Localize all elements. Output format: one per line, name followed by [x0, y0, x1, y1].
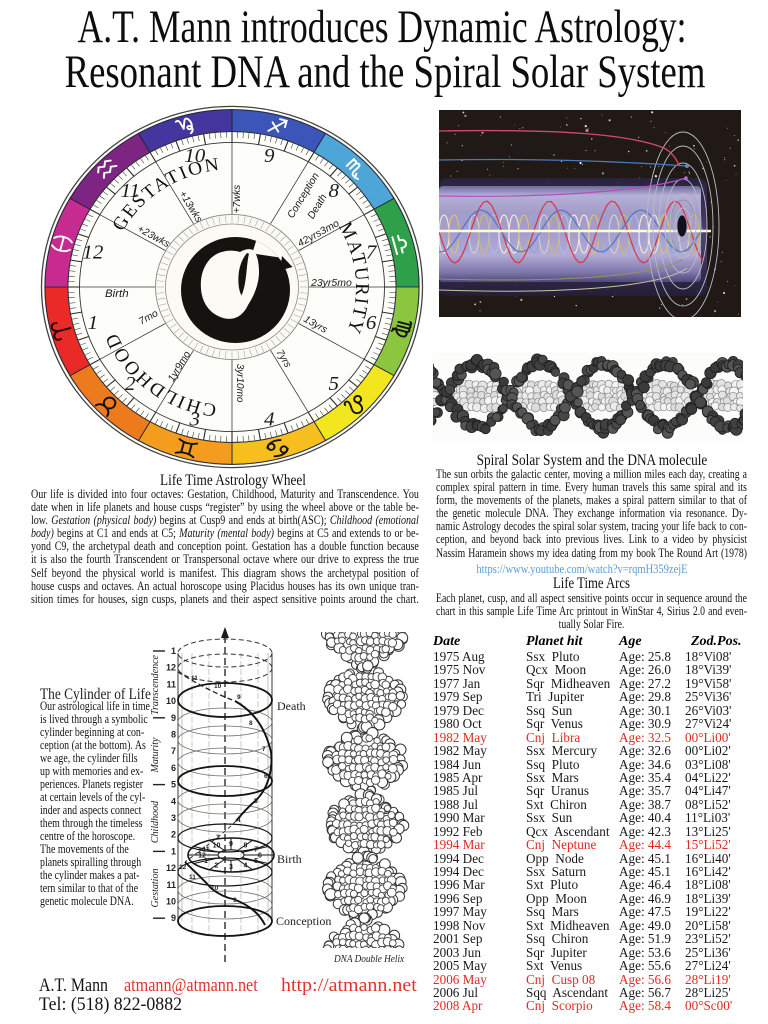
svg-text:2: 2 [171, 830, 176, 840]
svg-text:10: 10 [211, 885, 219, 892]
svg-text:2: 2 [215, 862, 219, 869]
svg-text:9: 9 [237, 694, 241, 701]
svg-text:23yr5mo: 23yr5mo [310, 278, 352, 289]
svg-text:11: 11 [202, 847, 210, 854]
svg-text:11: 11 [166, 679, 176, 689]
svg-text:9: 9 [264, 145, 275, 166]
svg-text:7: 7 [262, 746, 266, 753]
svg-text:Maturity: Maturity [150, 737, 161, 774]
svg-text:1: 1 [171, 846, 176, 856]
svg-text:5: 5 [254, 858, 258, 865]
svg-text:8: 8 [171, 730, 176, 740]
svg-text:3: 3 [171, 813, 176, 823]
svg-text:12: 12 [198, 852, 206, 859]
svg-text:8: 8 [244, 842, 248, 849]
svg-text:Gestation: Gestation [150, 869, 161, 908]
svg-text:+7wks: +7wks [232, 185, 243, 213]
svg-text:3: 3 [229, 864, 233, 871]
svg-text:7: 7 [254, 847, 258, 854]
svg-text:10: 10 [166, 897, 176, 907]
svg-text:3: 3 [188, 409, 200, 430]
svg-text:10: 10 [166, 696, 176, 706]
svg-text:6: 6 [264, 773, 268, 780]
svg-text:11: 11 [189, 874, 196, 881]
svg-text:4: 4 [244, 862, 248, 869]
svg-text:5: 5 [171, 780, 176, 790]
svg-text:11: 11 [120, 181, 139, 202]
svg-text:3: 3 [216, 834, 220, 841]
svg-text:10: 10 [214, 683, 222, 690]
svg-text:9: 9 [171, 713, 176, 723]
svg-text:4: 4 [264, 409, 275, 430]
svg-text:8: 8 [329, 181, 340, 202]
svg-text:12: 12 [82, 242, 103, 263]
svg-text:6: 6 [366, 312, 377, 333]
svg-text:4: 4 [237, 817, 241, 824]
svg-text:6: 6 [171, 763, 176, 773]
svg-text:6: 6 [258, 852, 262, 859]
svg-text:5: 5 [254, 798, 258, 805]
svg-text:5: 5 [329, 374, 340, 395]
svg-text:1: 1 [204, 858, 208, 865]
svg-text:Conception: Conception [276, 914, 331, 928]
svg-text:10: 10 [213, 842, 221, 849]
svg-text:9: 9 [171, 913, 176, 923]
svg-text:10: 10 [184, 145, 205, 166]
svg-text:Childhood: Childhood [150, 800, 161, 843]
svg-text:9: 9 [233, 897, 237, 904]
svg-text:Death: Death [277, 699, 306, 713]
svg-text:Transcendence: Transcendence [150, 654, 161, 715]
svg-text:11: 11 [191, 675, 198, 682]
svg-text:2: 2 [125, 374, 136, 395]
svg-text:1: 1 [171, 646, 176, 656]
svg-text:Birth: Birth [277, 852, 302, 866]
svg-text:Birth: Birth [105, 288, 129, 300]
svg-text:2: 2 [198, 848, 202, 855]
svg-text:12: 12 [166, 863, 176, 873]
svg-text:3yr10mo: 3yr10mo [234, 364, 245, 403]
svg-text:7: 7 [171, 746, 176, 756]
svg-text:7: 7 [366, 242, 377, 263]
svg-text:8: 8 [249, 720, 253, 727]
svg-text:12: 12 [166, 663, 176, 673]
svg-text:11: 11 [166, 880, 176, 890]
svg-text:1: 1 [88, 312, 99, 333]
svg-text:4: 4 [171, 796, 176, 806]
svg-text:12: 12 [179, 864, 187, 871]
svg-text:9: 9 [229, 841, 233, 848]
